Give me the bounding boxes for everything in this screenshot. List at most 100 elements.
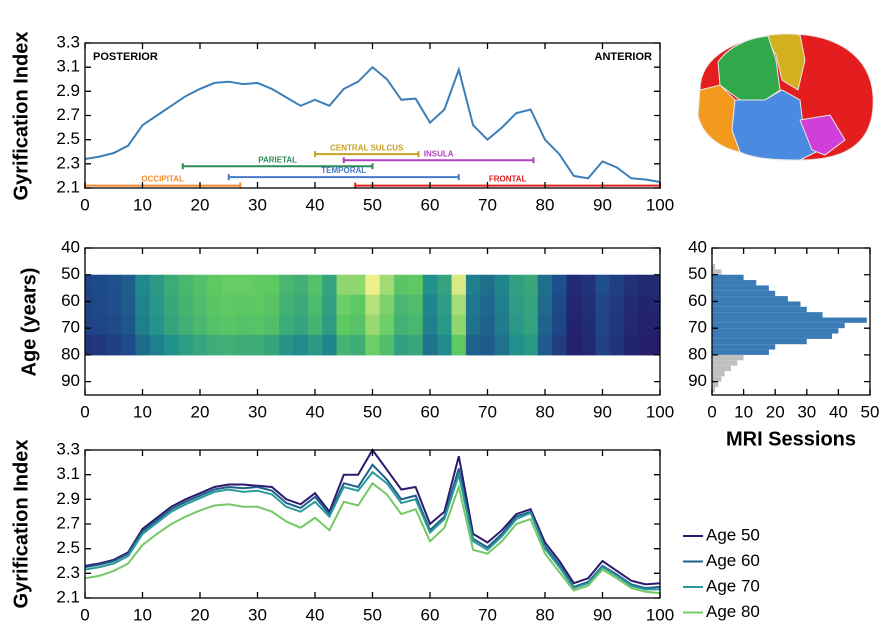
heatmap-cell (322, 334, 338, 356)
region-label: INSULA (424, 149, 454, 158)
heatmap-cell (178, 274, 194, 296)
x-tick-label: 80 (536, 195, 555, 214)
histogram-bar (712, 344, 776, 350)
x-tick-label: 70 (478, 605, 497, 624)
heatmap-cell (480, 274, 496, 296)
series-line (84, 463, 661, 590)
annotation: POSTERIOR (93, 51, 158, 63)
heatmap-cell (106, 314, 122, 336)
heatmap-cell (595, 294, 611, 316)
heatmap-cell (566, 294, 582, 316)
heatmap-cell (120, 294, 136, 316)
heatmap-cell (164, 334, 179, 356)
heatmap-cell (264, 294, 280, 316)
heatmap-cell (250, 274, 266, 296)
x-tick-label: 0 (707, 402, 716, 421)
heatmap-cell (293, 334, 309, 356)
heatmap-cell (178, 334, 194, 356)
heatmap-cell (164, 314, 179, 336)
histogram-bar (712, 306, 807, 313)
heatmap-cell (394, 314, 409, 336)
heatmap-cell (85, 314, 93, 336)
x-tick-label: 80 (536, 402, 555, 421)
x-tick-label: 0 (80, 402, 89, 421)
x-tick-label: 10 (133, 402, 152, 421)
heatmap-cell (638, 274, 654, 296)
y-tick-label: 90 (61, 371, 80, 390)
y-axis-title: Gyrification Index (10, 32, 32, 201)
heatmap-cell (580, 314, 596, 336)
histogram-bar (712, 328, 839, 334)
region-label: TEMPORAL (321, 166, 366, 175)
y-tick-label: 3.1 (56, 464, 80, 483)
plot-area (85, 274, 661, 356)
histogram-bar (712, 386, 716, 393)
heatmap-cell (480, 294, 496, 316)
heatmap-cell (422, 334, 438, 356)
heatmap-cell (566, 274, 582, 296)
histogram-bar (712, 354, 744, 361)
heatmap-cell (408, 294, 424, 316)
heatmap-cell (509, 294, 524, 316)
x-tick-label: 40 (306, 402, 325, 421)
heatmap-cell (566, 314, 582, 336)
heatmap-cell (494, 294, 510, 316)
legend-label: Age 70 (706, 576, 760, 595)
heatmap-cell (307, 314, 323, 336)
heatmap-cell (379, 294, 395, 316)
heatmap-cell (207, 294, 223, 316)
y-tick-label: 50 (688, 264, 707, 283)
heatmap-cell (250, 334, 266, 356)
heatmap-cell (652, 334, 661, 356)
heatmap-cell (85, 334, 93, 356)
legend-label: Age 60 (706, 551, 760, 570)
x-tick-label: 20 (191, 605, 210, 624)
y-tick-label: 3.3 (56, 439, 80, 458)
y-tick-label: 70 (688, 318, 707, 337)
plot-area (712, 264, 867, 393)
heatmap-cell (465, 334, 481, 356)
heatmap-cell (465, 314, 481, 336)
heatmap-cell (379, 334, 395, 356)
heatmap-cell (494, 334, 510, 356)
heatmap-cell (652, 294, 661, 316)
histogram-bar (712, 365, 731, 371)
histogram-bar (712, 360, 738, 366)
heatmap-cell (379, 274, 395, 296)
heatmap-cell (336, 334, 352, 356)
heatmap-cell (149, 274, 165, 296)
x-tick-label: 30 (797, 402, 816, 421)
heatmap-cell (523, 334, 539, 356)
x-tick-label: 50 (363, 195, 382, 214)
histogram-bar (712, 264, 716, 270)
x-tick-label: 50 (861, 402, 880, 421)
x-tick-label: 60 (421, 402, 440, 421)
heatmap-cell (106, 294, 122, 316)
histogram-bar (712, 301, 801, 307)
x-tick-label: 30 (248, 195, 267, 214)
x-tick-label: 50 (363, 402, 382, 421)
y-tick-label: 40 (61, 237, 80, 256)
heatmap-cell (494, 314, 510, 336)
heatmap-cell (92, 314, 108, 336)
panel: Age 50 Age 60 Age 70 Age 80 0 10 20 30 40 50 60 70 8… (10, 439, 760, 624)
panel: OCCIPITAL PARIETAL TEMPORAL CENTRAL SULCUS I… (10, 32, 674, 215)
heatmap-cell (624, 294, 639, 316)
histogram-bar (712, 296, 788, 302)
heatmap-cell (408, 314, 424, 336)
heatmap-cell (235, 294, 251, 316)
heatmap-cell (135, 314, 151, 336)
heatmap-cell (609, 334, 625, 356)
heatmap-cell (437, 314, 453, 336)
heatmap-cell (293, 274, 309, 296)
x-tick-label: 0 (80, 605, 89, 624)
heatmap-cell (595, 314, 611, 336)
heatmap-cell (365, 294, 381, 316)
heatmap-cell (149, 294, 165, 316)
heatmap-cell (135, 334, 151, 356)
heatmap-cell (106, 334, 122, 356)
heatmap-cell (164, 274, 179, 296)
series-line (84, 481, 661, 595)
heatmap-cell (307, 334, 323, 356)
x-tick-label: 10 (133, 195, 152, 214)
